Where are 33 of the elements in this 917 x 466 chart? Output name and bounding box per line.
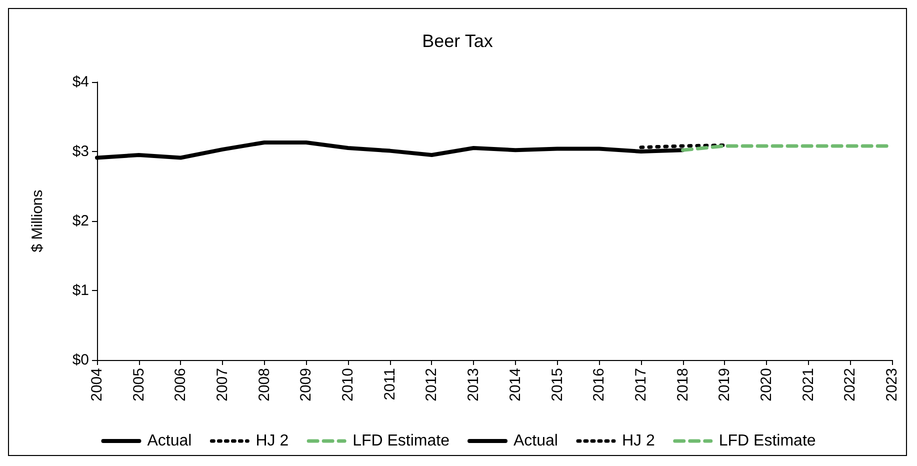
chart-title: Beer Tax <box>422 31 493 51</box>
x-tick-label: 2007 <box>214 368 232 402</box>
x-tick-label: 2009 <box>298 368 315 402</box>
legend-label: HJ 2 <box>256 432 289 450</box>
y-tick-label: $0 <box>72 352 89 368</box>
y-tick-label: $1 <box>72 282 89 299</box>
x-tick-label: 2018 <box>674 368 692 402</box>
legend-label: HJ 2 <box>622 432 655 450</box>
y-tick-label: $4 <box>72 74 89 90</box>
y-tick-label: $2 <box>72 212 89 230</box>
x-tick-label: 2012 <box>423 368 440 402</box>
x-tick-label: 2015 <box>548 368 566 402</box>
legend-label: LFD Estimate <box>352 432 450 450</box>
y-axis-title: $ Millions <box>29 190 46 252</box>
x-tick-label: 2017 <box>632 368 650 402</box>
x-tick-label: 2006 <box>172 368 190 402</box>
legend-label: Actual <box>147 432 192 450</box>
x-tick-label: 2010 <box>340 368 357 402</box>
legend-label: LFD Estimate <box>718 432 816 450</box>
x-tick-label: 2008 <box>256 368 273 402</box>
x-tick-label: 2021 <box>800 368 817 402</box>
y-tick-label: $3 <box>72 143 89 160</box>
x-tick-label: 2016 <box>590 368 608 402</box>
x-tick-label: 2019 <box>716 368 734 402</box>
x-tick-label: 2005 <box>130 368 148 402</box>
x-tick-label: 2020 <box>758 368 775 402</box>
x-tick-label: 2023 <box>884 368 900 402</box>
x-tick-label: 2022 <box>842 368 859 402</box>
legend-label: Actual <box>514 432 558 450</box>
x-tick-label: 2011 <box>381 368 398 400</box>
x-tick-label: 2004 <box>88 368 106 402</box>
x-tick-label: 2014 <box>506 368 524 402</box>
x-tick-label: 2013 <box>465 368 482 402</box>
